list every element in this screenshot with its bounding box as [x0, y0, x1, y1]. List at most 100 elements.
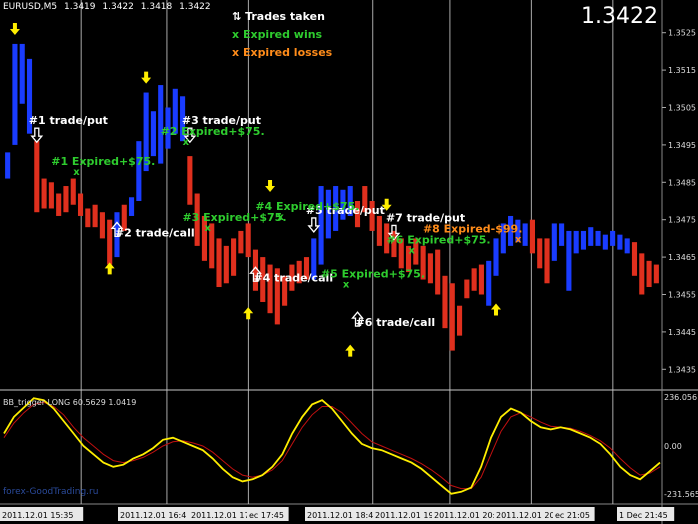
candle	[529, 219, 535, 254]
extreme-up-arrow-icon	[243, 307, 254, 320]
candle	[180, 96, 186, 142]
candle	[398, 238, 404, 269]
loss-cross-icon: x	[515, 234, 522, 245]
time-tick-label: ec 21:05	[555, 511, 590, 520]
candle	[136, 141, 142, 201]
trade-label: #6 trade/call	[356, 316, 436, 329]
candle	[391, 230, 397, 258]
candle	[274, 268, 280, 325]
extreme-down-arrow-icon	[141, 71, 152, 84]
price-tick-label: 1.3465	[668, 253, 696, 262]
extreme-up-arrow-icon	[345, 344, 356, 357]
time-tick-label: 2011.12.01 19	[375, 511, 434, 520]
candle	[311, 238, 317, 280]
time-label-bg	[247, 507, 289, 521]
legend-trades-label: Trades taken	[245, 10, 325, 23]
candle	[92, 204, 98, 228]
candle	[26, 58, 33, 134]
candle	[442, 275, 448, 329]
legend-losses: x Expired losses	[232, 44, 332, 62]
win-label: #1 Expired+$75.	[51, 155, 155, 168]
win-label: #6 Expired+$75.	[387, 234, 491, 247]
candle	[56, 193, 62, 216]
oscillator-level-label: 0.00	[664, 442, 682, 451]
candle	[631, 242, 638, 276]
candle	[573, 230, 579, 254]
candle	[486, 260, 492, 306]
candle	[384, 223, 390, 254]
time-tick-label: 2011.12.01 20:50	[496, 511, 567, 520]
candle	[143, 92, 149, 172]
candle	[238, 230, 244, 254]
win-cross-icon: x	[73, 167, 80, 178]
trade-label: #4 trade/call	[253, 271, 333, 284]
candle	[464, 279, 470, 299]
candle	[500, 223, 506, 254]
candle	[172, 88, 178, 134]
candle	[580, 230, 587, 250]
trade-annotations: #1 trade/put #2 trade/call #3 trade/put #4 …	[9, 22, 522, 357]
candle	[435, 249, 441, 295]
legend-trades: ⇅ Trades taken	[232, 8, 332, 26]
symbol-label: EURUSD,M5	[3, 2, 58, 12]
candle	[150, 111, 156, 157]
candle	[478, 264, 484, 295]
extreme-up-arrow-icon	[104, 262, 115, 275]
candle	[165, 107, 171, 149]
candle	[209, 223, 215, 269]
candle	[194, 193, 200, 246]
candle	[646, 260, 652, 288]
candle	[559, 223, 565, 246]
loss-cross-icon: x	[232, 46, 240, 59]
candle	[289, 264, 295, 291]
oscillator-level-label: 236.056	[664, 393, 697, 402]
candle	[48, 182, 54, 209]
candle	[617, 234, 623, 250]
candle	[420, 245, 426, 280]
candle	[12, 43, 18, 145]
candle	[114, 212, 120, 258]
candle	[653, 264, 659, 284]
time-tick-label: 2011.12.01 20:	[434, 511, 495, 520]
win-label: #2 Expired+$75.	[161, 125, 265, 138]
candle	[303, 257, 310, 280]
candle	[216, 238, 222, 288]
candle	[508, 215, 514, 246]
candle	[107, 219, 113, 265]
extreme-down-arrow-icon	[9, 22, 20, 35]
candle	[260, 257, 266, 302]
candle	[405, 245, 412, 273]
candle	[223, 245, 229, 284]
indicator-label: BB_trigger LONG 60.5629 1.0419	[3, 398, 137, 407]
candle	[566, 230, 572, 291]
candle	[551, 223, 557, 261]
candle	[493, 238, 499, 276]
price-tick-label: 1.3515	[668, 66, 696, 75]
time-label-bg	[617, 507, 675, 521]
trade-up-arrow-icon	[110, 221, 124, 238]
candle	[252, 249, 259, 291]
chart-header: EURUSD,M5 1.3419 1.3422 1.3418 1.3422	[3, 2, 215, 12]
win-cross-icon: x	[409, 246, 416, 257]
time-label-bg	[553, 507, 595, 521]
time-tick-label: 2011.12.01 16:4	[120, 511, 186, 520]
trade-down-arrow-icon	[183, 127, 197, 144]
legend: ⇅ Trades taken x Expired wins x Expired …	[232, 8, 332, 62]
price-tick-label: 1.3475	[668, 216, 696, 225]
candles-group	[5, 43, 659, 351]
open-price: 1.3419	[64, 2, 96, 12]
candle	[362, 186, 368, 213]
trade-down-arrow-icon	[387, 224, 401, 241]
current-price: 1.3422	[581, 4, 658, 29]
price-tick-label: 1.3525	[668, 29, 696, 38]
win-cross-icon: x	[277, 212, 284, 223]
time-label-bg	[118, 507, 196, 521]
candle	[595, 230, 601, 246]
time-axis: 2011.12.01 15:35 2011.12.01 16:4 2011.12.0…	[0, 507, 675, 521]
candle	[99, 212, 105, 239]
high-price: 1.3422	[102, 2, 134, 12]
price-tick-label: 1.3455	[668, 291, 696, 300]
candle	[624, 238, 630, 254]
